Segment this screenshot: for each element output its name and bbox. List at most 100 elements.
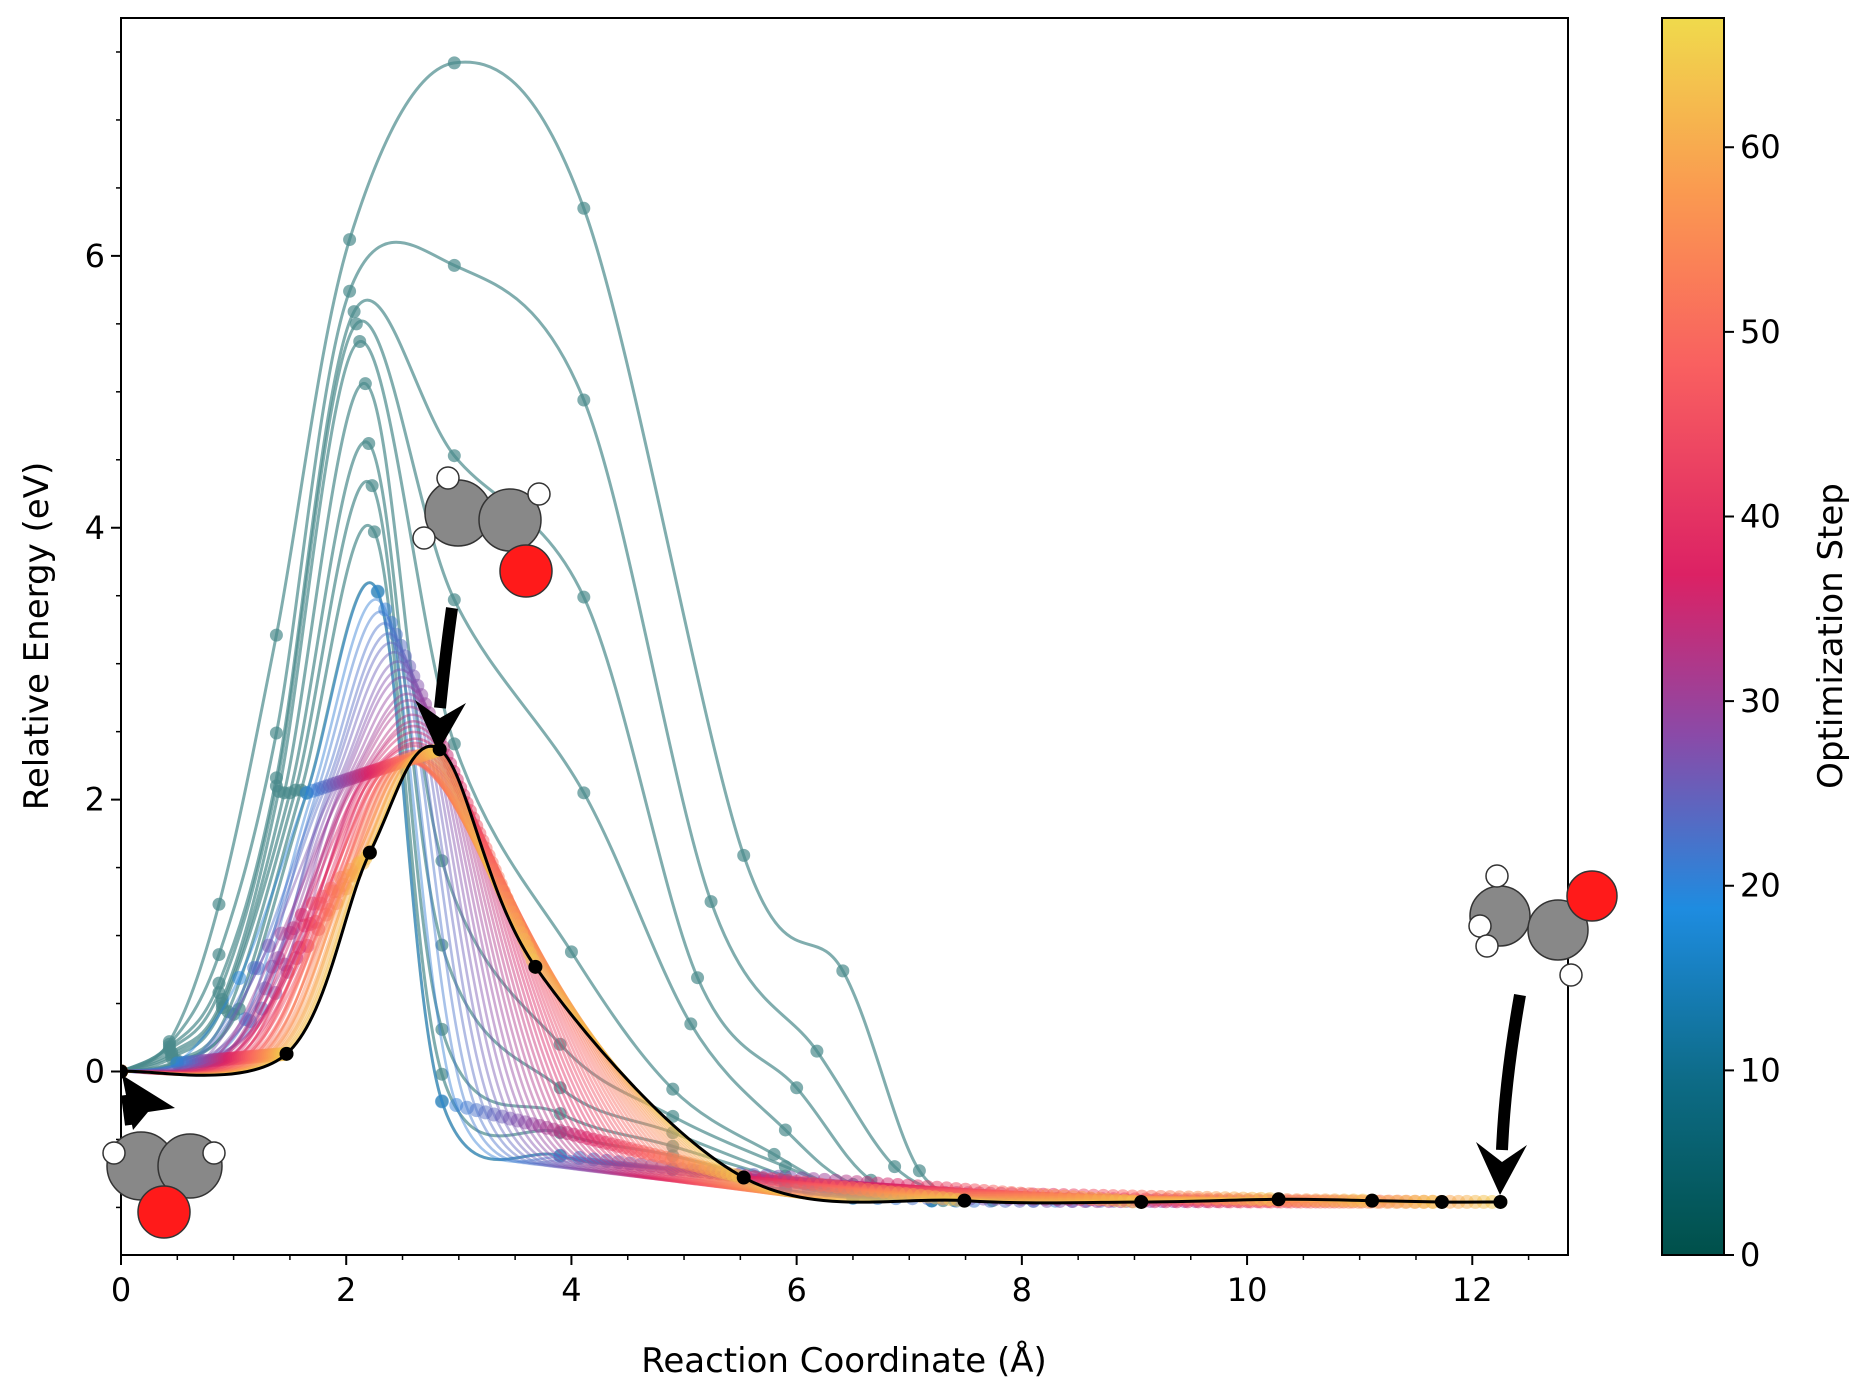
y-axis-label: Relative Energy (eV) — [17, 462, 57, 810]
late-path-0-point-2 — [232, 971, 247, 986]
late-path-20-point-2 — [300, 938, 315, 953]
early-path-7-point-7 — [666, 1139, 680, 1153]
early-path-0-point-7 — [737, 848, 751, 862]
late-path-0-point-4 — [370, 584, 385, 599]
late-path-15-point-2 — [286, 921, 301, 936]
final-path-point-11 — [1493, 1194, 1508, 1209]
x-tick-label: 10 — [1227, 1271, 1268, 1309]
reactant-molecule-icon — [102, 1131, 226, 1239]
final-path-point-9 — [1365, 1193, 1380, 1208]
early-path-5-point-5 — [435, 854, 449, 868]
early-path-3-point-4 — [349, 317, 363, 331]
colorbar — [1661, 17, 1725, 1256]
late-path-1-point-6 — [572, 1150, 587, 1165]
axis-ticks: 0 2 4 6 8 10 12 0 2 4 6 — [85, 51, 1530, 1309]
late-path-4-point-6 — [611, 1155, 626, 1170]
early-path-5-point-8 — [778, 1160, 792, 1174]
late-path-0-point-5 — [434, 1094, 449, 1109]
early-path-0-point-5 — [447, 56, 461, 70]
late-path-2-point-2 — [243, 1014, 258, 1029]
final-path-point-0 — [121, 1064, 128, 1079]
early-path-1-point-9 — [888, 1160, 902, 1174]
early-path-7-point-6 — [553, 1107, 567, 1121]
early-path-9-point-2 — [232, 1002, 246, 1016]
late-path-0-point-6 — [553, 1148, 568, 1163]
early-path-1-point-3 — [269, 726, 283, 740]
late-path-24-point-2 — [311, 922, 326, 937]
late-path-1-point-4 — [378, 602, 393, 617]
late-path-35-point-2 — [339, 881, 354, 896]
early-path-0-point-9 — [912, 1164, 926, 1178]
early-path-2-point-5 — [447, 449, 461, 463]
early-path-1-point-2 — [212, 948, 226, 962]
late-paths-layer — [121, 581, 1508, 1209]
early-path-6-point-4 — [362, 436, 376, 450]
late-path-2-point-4 — [383, 615, 398, 630]
transition-state-arrow-icon — [415, 607, 466, 752]
late-path-18-point-2 — [294, 907, 309, 922]
late-path-0-line — [121, 581, 1034, 1203]
final-path-point-2 — [362, 845, 377, 860]
early-path-1-point-4 — [343, 284, 357, 298]
final-path-point-10 — [1434, 1194, 1449, 1209]
early-path-3-point-8 — [778, 1123, 792, 1137]
late-path-3-point-6 — [599, 1153, 614, 1168]
early-path-2-point-6 — [577, 590, 591, 604]
final-path-point-6 — [957, 1193, 972, 1208]
early-path-1-point-5 — [447, 258, 461, 272]
x-axis-label: Reaction Coordinate (Å) — [641, 1340, 1046, 1381]
early-path-3-point-5 — [447, 593, 461, 607]
late-path-6-point-6 — [633, 1157, 648, 1172]
y-tick-label: 0 — [85, 1052, 105, 1090]
early-path-1-line — [121, 240, 967, 1203]
early-path-1-point-6 — [577, 393, 591, 407]
early-path-0-point-4 — [343, 233, 357, 247]
early-path-4-point-5 — [447, 737, 461, 751]
colorbar-tick-label: 50 — [1740, 313, 1781, 351]
product-molecule-icon — [1468, 864, 1618, 987]
final-path-point-8 — [1271, 1192, 1286, 1207]
late-path-5-point-2 — [254, 1001, 269, 1016]
colorbar-tick-label: 40 — [1740, 497, 1781, 535]
x-tick-label: 6 — [786, 1271, 806, 1309]
y-tick-label: 4 — [85, 509, 105, 547]
early-path-1-point-7 — [704, 895, 718, 909]
early-path-4-point-6 — [564, 945, 578, 959]
early-path-3-point-6 — [577, 786, 591, 800]
early-path-0-point-3 — [269, 628, 283, 642]
colorbar-tick-label: 20 — [1740, 867, 1781, 905]
late-path-31-point-2 — [329, 896, 344, 911]
final-path-point-7 — [1134, 1194, 1149, 1209]
early-path-6-line — [121, 440, 932, 1203]
early-path-0-point-8 — [836, 964, 850, 978]
late-path-7-point-2 — [261, 938, 276, 953]
early-path-2-point-8 — [790, 1081, 804, 1095]
late-path-7-point-6 — [644, 1158, 659, 1173]
colorbar-tick-label: 60 — [1740, 128, 1781, 166]
product-arrow-icon — [1476, 993, 1527, 1195]
early-path-5-point-4 — [358, 377, 372, 391]
x-tick-label: 4 — [561, 1271, 581, 1309]
early-path-4-point-7 — [666, 1082, 680, 1096]
late-path-2-point-6 — [586, 1152, 601, 1167]
early-path-2-point-7 — [691, 971, 705, 985]
early-path-6-point-6 — [553, 1081, 567, 1095]
early-path-7-point-5 — [435, 1022, 449, 1036]
early-path-6-point-5 — [435, 938, 449, 952]
colorbar-tick-label: 10 — [1740, 1051, 1781, 1089]
late-path-13-point-2 — [280, 964, 295, 979]
colorbar-tick-label: 0 — [1740, 1236, 1760, 1274]
final-path-line — [121, 744, 1501, 1205]
early-path-4-line — [121, 340, 932, 1203]
early-path-8-point-5 — [435, 1067, 449, 1081]
early-path-3-point-7 — [684, 1017, 698, 1031]
late-path-1-point-5 — [449, 1098, 464, 1113]
early-path-0-point-2 — [212, 897, 226, 911]
colorbar-ticks: 0 10 20 30 40 50 60 — [1724, 128, 1781, 1274]
x-tick-label: 0 — [111, 1271, 131, 1309]
early-path-5-point-7 — [666, 1109, 680, 1123]
early-path-4-point-4 — [353, 335, 367, 349]
early-path-4-point-8 — [767, 1147, 781, 1161]
early-path-1-point-8 — [810, 1044, 824, 1058]
x-tick-label: 2 — [336, 1271, 356, 1309]
